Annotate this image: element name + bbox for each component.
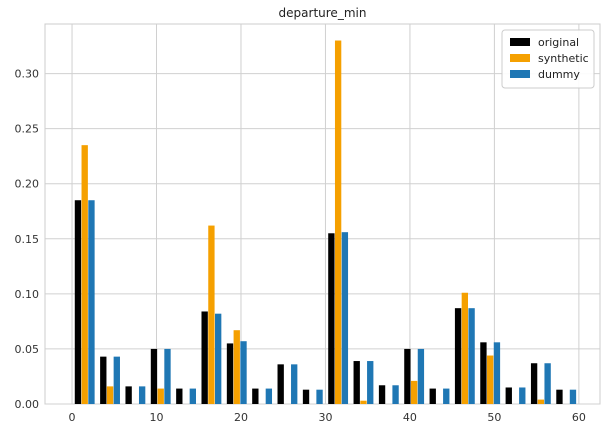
bar-original [378, 385, 386, 404]
bar-original [454, 308, 462, 404]
legend-swatch-synthetic [510, 54, 530, 62]
bar-synthetic [81, 145, 88, 404]
bar-original [125, 386, 132, 404]
bar-dummy [316, 389, 323, 404]
legend: original synthetic dummy [501, 29, 595, 89]
bar-dummy [189, 388, 196, 404]
bar-dummy [113, 356, 120, 404]
bars [74, 40, 577, 405]
grid [45, 24, 600, 405]
bar-synthetic [233, 330, 240, 404]
bar-dummy [544, 363, 551, 404]
x-axis-ticks: 0 10 20 30 40 50 60 [69, 411, 586, 424]
y-tick-label: 0.25 [15, 123, 40, 136]
bar-original [505, 387, 512, 404]
legend-label-synthetic: synthetic [538, 52, 589, 65]
legend-swatch-original [510, 38, 530, 46]
bar-synthetic [157, 388, 164, 404]
bar-synthetic [537, 399, 545, 404]
bar-synthetic [360, 400, 367, 404]
bar-original [429, 388, 436, 404]
bar-original [556, 389, 563, 404]
bar-dummy [341, 232, 349, 404]
bar-synthetic [334, 40, 342, 405]
x-tick-label: 60 [572, 411, 586, 424]
bar-dummy [164, 348, 171, 404]
bar-original [302, 389, 310, 404]
bar-synthetic [410, 380, 418, 404]
bar-original [226, 343, 234, 404]
bar-dummy [569, 389, 577, 404]
bar-original [404, 348, 411, 404]
bar-dummy [468, 308, 475, 404]
legend-label-original: original [538, 36, 579, 49]
bar-original [328, 233, 335, 404]
y-tick-label: 0.05 [15, 343, 40, 356]
bar-dummy [291, 364, 298, 404]
y-tick-label: 0.15 [15, 233, 40, 246]
bar-original [176, 388, 183, 404]
y-axis-ticks: 0.00 0.05 0.10 0.15 0.20 0.25 0.30 [15, 68, 40, 411]
bar-dummy [265, 388, 273, 404]
bar-original [480, 342, 487, 404]
bar-dummy [88, 200, 95, 404]
bar-original [530, 363, 538, 404]
y-tick-label: 0.30 [15, 68, 40, 81]
bar-original [201, 311, 208, 404]
bar-dummy [215, 313, 222, 404]
bar-dummy [392, 385, 399, 404]
bar-synthetic [487, 355, 494, 404]
bar-original [353, 361, 360, 404]
bar-dummy [367, 361, 374, 404]
bar-dummy [240, 341, 247, 404]
y-tick-label: 0.00 [15, 398, 40, 411]
x-tick-label: 40 [403, 411, 417, 424]
bar-synthetic [461, 292, 469, 404]
x-tick-label: 10 [150, 411, 164, 424]
bar-original [277, 364, 284, 404]
bar-dummy [519, 387, 526, 404]
legend-label-dummy: dummy [538, 68, 580, 81]
bar-original [100, 356, 107, 404]
bar-dummy [138, 386, 146, 404]
x-tick-label: 50 [487, 411, 501, 424]
bar-original [252, 388, 259, 404]
bar-dummy [417, 348, 425, 404]
x-tick-label: 20 [234, 411, 248, 424]
legend-swatch-dummy [510, 70, 530, 78]
bar-original [74, 200, 82, 404]
y-tick-label: 0.10 [15, 288, 40, 301]
bar-synthetic [106, 386, 114, 404]
bar-synthetic [208, 225, 215, 404]
x-tick-label: 30 [318, 411, 332, 424]
bar-dummy [443, 388, 450, 404]
bar-original [150, 348, 158, 404]
bar-dummy [493, 342, 501, 404]
chart-title: departure_min [279, 6, 367, 20]
x-tick-label: 0 [69, 411, 76, 424]
y-tick-label: 0.20 [15, 178, 40, 191]
